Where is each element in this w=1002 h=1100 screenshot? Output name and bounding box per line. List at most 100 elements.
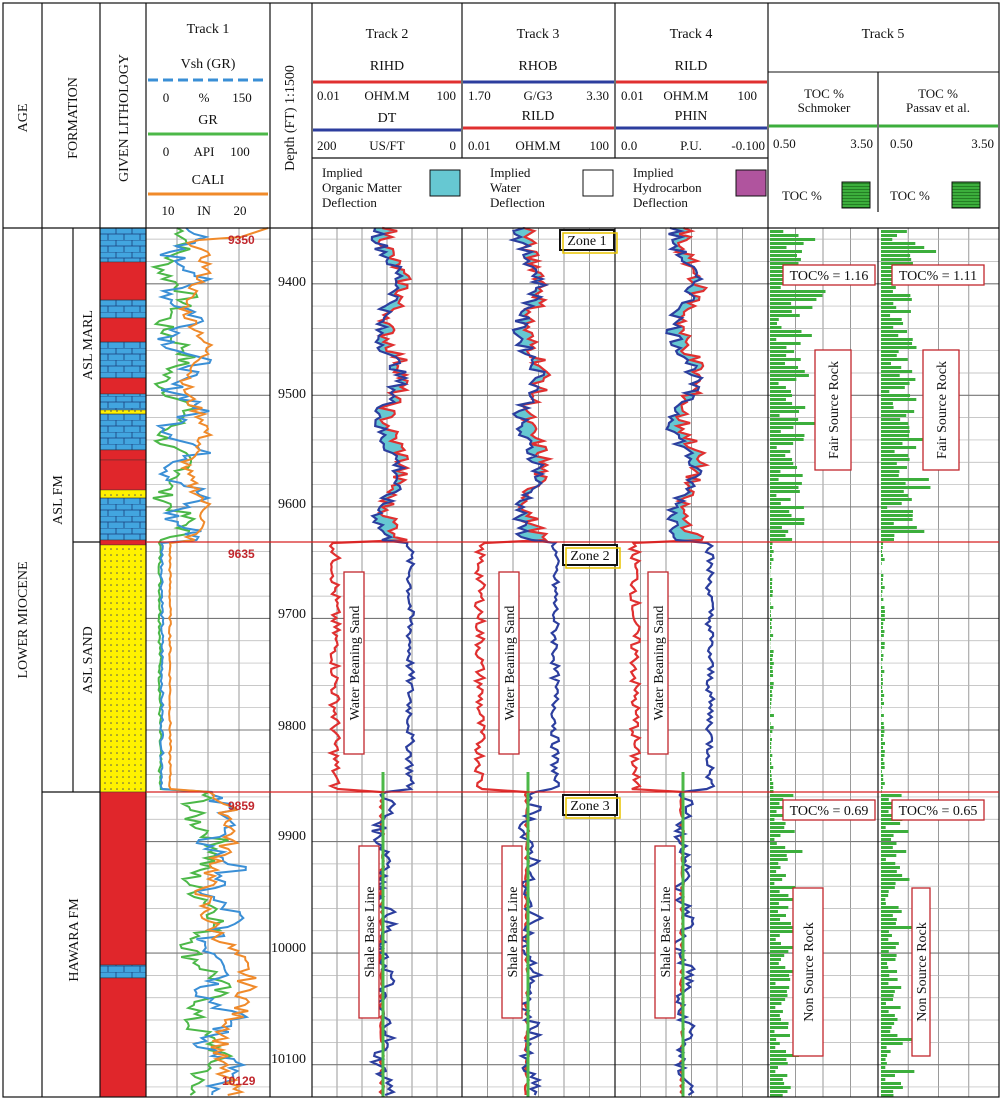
toc-schmoker-bar (770, 310, 792, 313)
toc-passav-bar (881, 334, 899, 337)
grid-layer (146, 228, 999, 1097)
toc-schmoker-bar (770, 242, 804, 245)
toc-schmoker-bar (770, 774, 772, 777)
toc-schmoker-bar (770, 390, 792, 393)
toc-schmoker-bar (770, 878, 783, 881)
track4-c1-unit: OHM.M (663, 88, 709, 103)
toc-passav-bar (881, 714, 884, 717)
toc-schmoker-bar (770, 486, 799, 489)
track4-c1-name: RILD (675, 59, 708, 74)
track5b-max: 3.50 (971, 136, 994, 151)
toc-passav-bar (881, 702, 884, 705)
toc-schmoker-bar (770, 558, 774, 561)
toc-schmoker-bar (770, 374, 809, 377)
toc-passav-bar (881, 886, 895, 889)
track4-c2-unit: P.U. (680, 138, 702, 153)
toc-schmoker-bar (770, 974, 790, 977)
toc-schmoker-bar (770, 286, 781, 289)
toc-schmoker-bar (770, 638, 771, 641)
toc-passav-bar (881, 450, 895, 453)
toc-passav-bar (881, 646, 885, 649)
toc-schmoker-bar (770, 478, 779, 481)
toc-schmoker-bar (770, 806, 788, 809)
toc-passav-bar (881, 918, 897, 921)
toc-schmoker-bar (770, 754, 773, 757)
track3-c1-unit: G/G3 (524, 88, 553, 103)
toc-passav-bar (881, 546, 883, 549)
toc-passav-bar (881, 486, 931, 489)
toc-passav-bar (881, 254, 911, 257)
toc-schmoker-bar (770, 1058, 787, 1061)
toc-schmoker-bar (770, 238, 816, 241)
toc-passav-bar (881, 746, 884, 749)
toc-passav-bar (881, 914, 893, 917)
toc-passav-bar (881, 694, 885, 697)
gr-max: 100 (230, 144, 250, 159)
toc-passav-bar (881, 358, 908, 361)
track2-c2-max: 0 (450, 138, 457, 153)
track4-c1-min: 0.01 (621, 88, 644, 103)
toc-schmoker-bar (770, 610, 771, 613)
toc-passav-bar (881, 462, 897, 465)
toc-passav-bar (881, 994, 894, 997)
toc-schmoker-bar (770, 1074, 788, 1077)
toc-schmoker-bar (770, 358, 801, 361)
track5a-legend: TOC % (782, 188, 822, 203)
shale-box-t3 (501, 845, 523, 1019)
depth-label: 9900 (278, 829, 306, 844)
toc-passav-bar (881, 1054, 888, 1057)
toc-schmoker-bar (770, 1094, 783, 1097)
toc-passav-bar (881, 754, 885, 757)
toc-schmoker-bar (770, 918, 781, 921)
track2-c1-min: 0.01 (317, 88, 340, 103)
toc-passav-bar (881, 1006, 901, 1009)
toc-passav-bar (881, 882, 896, 885)
lithology-band-marl (99, 497, 147, 541)
cali-min: 10 (162, 203, 175, 218)
toc-schmoker-bar (770, 630, 771, 633)
toc-schmoker-bar (770, 302, 792, 305)
legend-organic-swatch (429, 169, 461, 197)
toc-passav-bar (881, 782, 885, 785)
toc-schmoker-bar (770, 498, 791, 501)
track1-header: Track 1 Vsh (GR) 0 % 150 GR 0 API 100 CA… (148, 22, 268, 218)
depth-label: 9700 (278, 607, 306, 622)
toc-passav-bar (881, 562, 882, 565)
toc-schmoker-bar (770, 462, 794, 465)
toc-passav-bar (881, 530, 925, 533)
legend-hydro-l1: Implied (633, 165, 674, 180)
toc-schmoker-bar (770, 690, 772, 693)
toc-schmoker-bar (770, 750, 771, 753)
toc-schmoker-bar (770, 290, 826, 293)
toc-schmoker-bar (770, 714, 774, 717)
toc-passav-bar (881, 374, 900, 377)
toc-passav-bar (881, 1042, 903, 1045)
toc-passav-bar (881, 526, 917, 529)
depth-label: 9800 (278, 719, 306, 734)
toc-schmoker-bar (770, 650, 774, 653)
zone2-box (562, 544, 618, 566)
track4-header: Track 4 RILD 0.01 OHM.M 100 PHIN 0.0 P.U… (616, 27, 767, 153)
toc-passav-bar (881, 774, 884, 777)
toc-schmoker-bar (770, 838, 775, 841)
toc-passav-bar (881, 622, 884, 625)
toc-schmoker-bar (770, 362, 785, 365)
track3-c2-max: 100 (590, 138, 610, 153)
lithology-band-marl (99, 299, 147, 319)
toc-passav-bar (881, 1070, 915, 1073)
toc-schmoker-bar (770, 1054, 799, 1057)
toc-schmoker-bar (770, 326, 782, 329)
toc-passav-bar (881, 934, 892, 937)
toc-passav-bar (881, 726, 885, 729)
toc-passav-bar (881, 586, 885, 589)
non-label-b: Non Source Rock (915, 922, 930, 1022)
toc-schmoker-bar (770, 938, 776, 941)
toc-schmoker-bar (770, 550, 774, 553)
shale-label-t2: Shale Base Line (363, 887, 378, 978)
toc-passav-bar (881, 446, 917, 449)
fair-label-a: Fair Source Rock (827, 361, 842, 459)
toc-b1: TOC% = 1.11 (899, 269, 977, 284)
toc-schmoker-bar (770, 526, 782, 529)
toc-schmoker-bar (770, 698, 772, 701)
